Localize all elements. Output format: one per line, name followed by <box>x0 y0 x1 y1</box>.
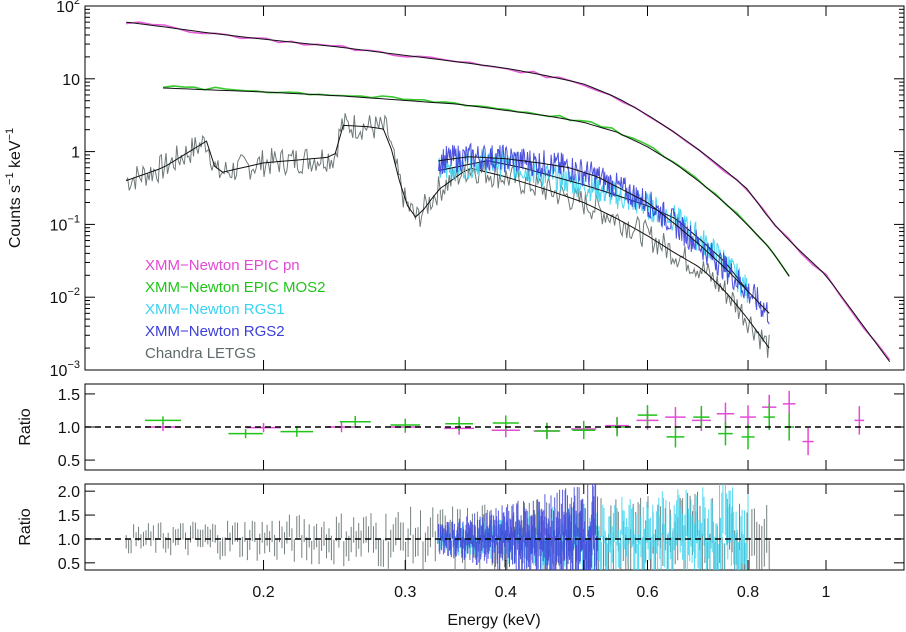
ratio-xmm-y-axis-label: Ratio <box>17 408 34 445</box>
y-tick-label: 0.5 <box>58 453 80 470</box>
legend-item: XMM−Newton EPIC MOS2 <box>145 279 325 296</box>
y-tick-label: 1.5 <box>58 387 80 404</box>
y-tick-label: 102 <box>56 0 80 16</box>
series-xmm-newton-epic-pn <box>126 21 891 362</box>
y-tick-label: 10 <box>62 72 80 89</box>
legend-item: Chandra LETGS <box>145 345 256 362</box>
ratio-series-xmm-newton-epic-mos2 <box>144 404 795 450</box>
y-tick-label: 10−3 <box>50 359 80 380</box>
spectrum-y-axis-label: Counts s−1 keV−1 <box>4 128 24 248</box>
ratio-grating-y-axis-label: Ratio <box>17 508 34 545</box>
series-xmm-newton-epic-mos2 <box>162 85 790 277</box>
x-tick-label: 0.8 <box>737 584 759 601</box>
x-tick-label: 0.3 <box>394 584 416 601</box>
series-chandra-letgs <box>125 113 770 358</box>
x-tick-label: 0.5 <box>573 584 595 601</box>
y-tick-label: 1.5 <box>58 508 80 525</box>
x-axis-label: Energy (keV) <box>447 612 540 629</box>
ratio-grating-panel: 0.5 1.0 1.5 2.0 Ratio 0.2 0.3 0.4 0.5 0.6 0.8 1 E… <box>17 483 905 629</box>
series-model-line <box>162 87 790 277</box>
series-xmm-newton-rgs2 <box>438 142 770 325</box>
x-tick-label: 0.4 <box>495 584 517 601</box>
x-tick-label: 0.6 <box>636 584 658 601</box>
legend: XMM−Newton EPIC pn XMM−Newton EPIC MOS2 XM… <box>145 257 325 362</box>
y-tick-label: 10−2 <box>50 286 80 307</box>
legend-item: XMM−Newton RGS2 <box>145 323 285 340</box>
y-tick-label: 0.5 <box>58 556 80 573</box>
series-data-line <box>125 113 770 358</box>
x-tick-label: 1 <box>822 584 831 601</box>
y-tick-label: 10−1 <box>50 213 80 234</box>
x-tick-label: 0.2 <box>252 584 274 601</box>
y-tick-label: 1.0 <box>58 420 80 437</box>
ratio-xmm-panel: 0.5 1.0 1.5 Ratio <box>17 383 905 471</box>
series-model-line <box>126 124 770 349</box>
legend-item: XMM−Newton RGS1 <box>145 301 285 318</box>
y-tick-label: 1.0 <box>58 532 80 549</box>
ratio-series-xmm-newton-rgs2 <box>438 484 598 570</box>
ratio-data-bars <box>438 484 598 570</box>
series-data-line <box>438 142 770 325</box>
y-tick-label: 1 <box>71 145 80 162</box>
series-model-line <box>438 156 770 314</box>
y-tick-label: 2.0 <box>58 484 80 501</box>
series-model-line <box>126 21 891 362</box>
legend-item: XMM−Newton EPIC pn <box>145 257 300 274</box>
spectrum-frame <box>84 5 905 371</box>
